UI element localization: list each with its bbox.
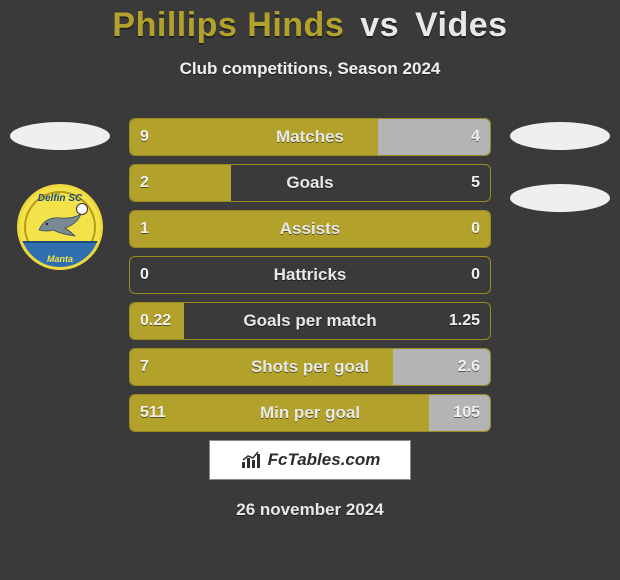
bar-value-left: 0.22: [140, 312, 171, 330]
bar-fill-left: [130, 349, 393, 385]
soccer-ball-icon: [76, 203, 88, 215]
brand-chart-icon: [240, 450, 264, 470]
bar-value-right: 105: [453, 404, 480, 422]
bar-value-right: 5: [471, 174, 480, 192]
left-badges-column: Delfin SC Manta: [10, 122, 110, 270]
bar-value-right: 2.6: [458, 358, 480, 376]
bar-row: Hattricks0 0: [129, 256, 491, 294]
bar-row: Goals25: [129, 164, 491, 202]
bar-fill-left: [130, 395, 429, 431]
bar-value-left: 2: [140, 174, 149, 192]
club-badge-delfin: Delfin SC Manta: [17, 184, 103, 270]
dolphin-icon: [35, 210, 85, 238]
bar-fill-left: [130, 211, 490, 247]
bar-value-right: 4: [471, 128, 480, 146]
comparison-title: Phillips Hinds vs Vides: [0, 0, 620, 45]
bar-value-right: 1.25: [449, 312, 480, 330]
brand-box: FcTables.com: [209, 440, 411, 480]
bar-value-left: 511: [140, 404, 166, 422]
bar-value-left: 1: [140, 220, 149, 238]
bar-fill-left: [130, 119, 378, 155]
player1-name: Phillips Hinds: [112, 6, 344, 44]
bar-row: Assists10: [129, 210, 491, 248]
bar-row: Shots per goal72.6: [129, 348, 491, 386]
right-badges-column: [510, 122, 610, 212]
bar-label: Hattricks: [130, 265, 490, 285]
club-badge-top-text: Delfin SC: [20, 193, 100, 204]
bar-label: Goals per match: [130, 311, 490, 331]
left-badge-placeholder-1: [10, 122, 110, 150]
bar-value-left: 0: [140, 266, 149, 284]
player2-name: Vides: [415, 6, 508, 44]
vs-text: vs: [360, 6, 399, 44]
bar-row: Min per goal511105: [129, 394, 491, 432]
comparison-bars: Matches94Goals25Assists10Hattricks00Goal…: [129, 118, 491, 432]
subtitle: Club competitions, Season 2024: [0, 59, 620, 79]
brand-text: FcTables.com: [268, 450, 381, 470]
bar-value-left: 7: [140, 358, 149, 376]
bar-row: Matches94: [129, 118, 491, 156]
date-text: 26 november 2024: [0, 500, 620, 520]
bar-value-right: 0: [471, 266, 480, 284]
bar-row: Goals per match0.22 1.25: [129, 302, 491, 340]
bar-value-left: 9: [140, 128, 149, 146]
right-badge-placeholder-2: [510, 184, 610, 212]
bar-value-right: 0: [471, 220, 480, 238]
club-badge-bottom-text: Manta: [20, 254, 100, 264]
right-badge-placeholder-1: [510, 122, 610, 150]
